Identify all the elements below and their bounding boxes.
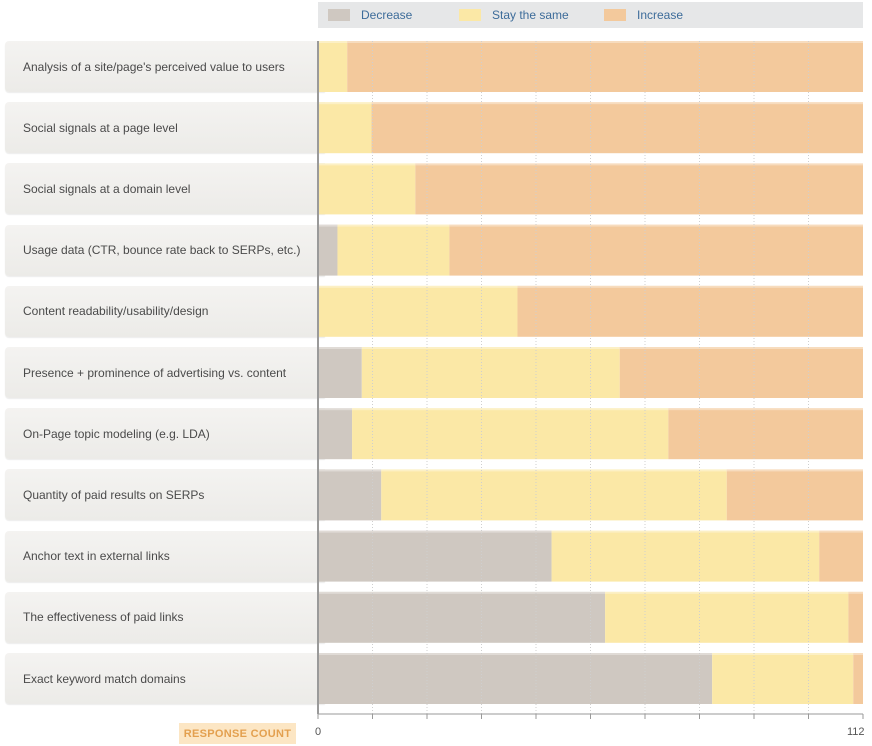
bar-decrease bbox=[318, 653, 713, 704]
bar-highlight bbox=[848, 591, 863, 594]
bar-highlight bbox=[668, 408, 863, 411]
x-tick-max: 112 bbox=[847, 726, 865, 738]
legend-label-stay: Stay the same bbox=[492, 8, 569, 22]
bar-increase bbox=[371, 102, 863, 154]
bar-highlight bbox=[318, 285, 518, 288]
bar-highlight bbox=[352, 408, 669, 411]
bar-highlight bbox=[415, 163, 863, 166]
category-label: Anchor text in external links bbox=[5, 530, 325, 582]
bar-stay bbox=[551, 530, 820, 582]
bar-decrease bbox=[318, 347, 362, 398]
x-axis-title: RESPONSE COUNT bbox=[179, 723, 296, 744]
bar-highlight bbox=[318, 41, 348, 43]
bar-increase bbox=[517, 285, 863, 337]
bar-highlight bbox=[726, 469, 863, 472]
bar-stay bbox=[352, 408, 669, 460]
bar-stay bbox=[318, 285, 518, 337]
legend-item-decrease: Decrease bbox=[328, 2, 412, 28]
category-label: Presence + prominence of advertising vs.… bbox=[5, 347, 325, 398]
bar-highlight bbox=[318, 347, 362, 349]
bar-increase bbox=[848, 591, 863, 643]
bar-highlight bbox=[318, 530, 552, 533]
bar-increase bbox=[668, 408, 863, 460]
x-tick-min: 0 bbox=[315, 726, 322, 738]
bar-increase bbox=[726, 469, 863, 521]
category-label: Analysis of a site/page's perceived valu… bbox=[5, 41, 325, 92]
category-label: Usage data (CTR, bounce rate back to SER… bbox=[5, 224, 325, 276]
bar-stay bbox=[337, 224, 450, 276]
bar-stay bbox=[318, 163, 416, 215]
bar-highlight bbox=[371, 102, 863, 105]
category-label: Exact keyword match domains bbox=[5, 653, 325, 704]
bar-highlight bbox=[318, 591, 606, 594]
bar-increase bbox=[449, 224, 863, 276]
bar-highlight bbox=[337, 224, 450, 227]
category-label: Social signals at a domain level bbox=[5, 163, 325, 215]
bar-decrease bbox=[318, 469, 382, 521]
bar-stay bbox=[318, 102, 372, 154]
bar-increase bbox=[853, 653, 863, 704]
bar-highlight bbox=[381, 469, 727, 472]
bar-highlight bbox=[347, 41, 864, 43]
bar-highlight bbox=[318, 102, 372, 105]
bar-highlight bbox=[318, 163, 416, 166]
legend-swatch-increase bbox=[604, 9, 626, 21]
category-label: Social signals at a page level bbox=[5, 102, 325, 154]
category-label: Quantity of paid results on SERPs bbox=[5, 469, 325, 521]
bar-highlight bbox=[819, 530, 863, 533]
bar-highlight bbox=[449, 224, 863, 227]
bar-highlight bbox=[517, 285, 863, 288]
legend-item-stay: Stay the same bbox=[459, 2, 569, 28]
bar-decrease bbox=[318, 530, 552, 582]
bar-increase bbox=[347, 41, 864, 92]
legend-swatch-decrease bbox=[328, 9, 350, 21]
legend-item-increase: Increase bbox=[604, 2, 683, 28]
bar-decrease bbox=[318, 591, 606, 643]
legend-swatch-stay bbox=[459, 9, 481, 21]
legend-label-increase: Increase bbox=[637, 8, 684, 22]
category-label: The effectiveness of paid links bbox=[5, 591, 325, 643]
bar-highlight bbox=[712, 653, 854, 655]
bar-highlight bbox=[551, 530, 820, 533]
bar-highlight bbox=[318, 469, 382, 472]
bar-decrease bbox=[318, 408, 353, 460]
bar-increase bbox=[619, 347, 863, 398]
bar-stay bbox=[361, 347, 620, 398]
bar-highlight bbox=[853, 653, 863, 655]
category-label: Content readability/usability/design bbox=[5, 285, 325, 337]
bar-highlight bbox=[619, 347, 863, 349]
bar-highlight bbox=[318, 224, 338, 227]
bar-stay bbox=[605, 591, 849, 643]
bar-highlight bbox=[361, 347, 620, 349]
bar-highlight bbox=[318, 408, 353, 411]
chart-legend: Decrease Stay the same Increase bbox=[318, 2, 863, 28]
bar-highlight bbox=[605, 591, 849, 594]
bar-increase bbox=[415, 163, 863, 215]
bar-stay bbox=[318, 41, 348, 92]
bar-increase bbox=[819, 530, 863, 582]
bar-highlight bbox=[318, 653, 713, 655]
legend-label-decrease: Decrease bbox=[361, 8, 413, 22]
bar-stay bbox=[712, 653, 854, 704]
bar-decrease bbox=[318, 224, 338, 276]
category-label: On-Page topic modeling (e.g. LDA) bbox=[5, 408, 325, 460]
bar-stay bbox=[381, 469, 727, 521]
